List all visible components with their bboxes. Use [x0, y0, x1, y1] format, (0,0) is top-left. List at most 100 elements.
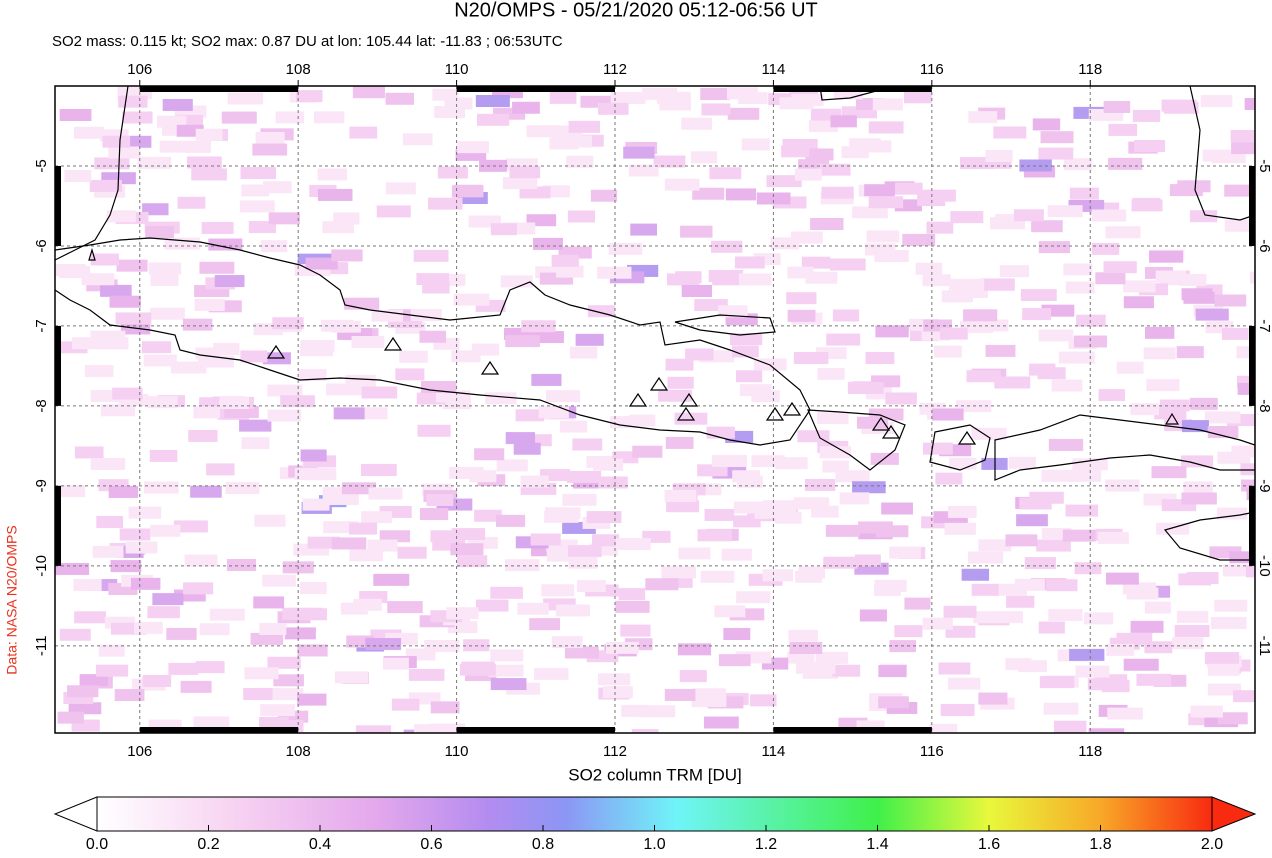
pixel — [697, 464, 728, 477]
x-tick-label-top: 106 — [127, 61, 152, 78]
pixel — [929, 723, 958, 733]
pixel — [922, 442, 953, 455]
colorbar-tick-label: 0.4 — [309, 836, 331, 853]
pixel — [177, 196, 206, 209]
pixel — [566, 470, 602, 483]
pixel — [299, 582, 327, 595]
pixel — [615, 538, 651, 551]
pixel — [874, 579, 907, 592]
pixel — [1105, 226, 1141, 239]
pixel — [1108, 123, 1138, 136]
pixel — [735, 370, 763, 383]
x-tick-label-bottom: 106 — [127, 743, 152, 760]
pixel — [985, 344, 1016, 357]
pixel — [1046, 579, 1078, 592]
pixel — [243, 687, 280, 700]
pixel — [1171, 732, 1201, 733]
y-tick-label-right: -9 — [1256, 479, 1272, 492]
pixel — [1043, 702, 1079, 715]
pixel — [355, 725, 392, 733]
pixel — [576, 580, 606, 593]
pixel — [904, 597, 931, 610]
pixel — [994, 376, 1031, 389]
frame-bar — [139, 86, 299, 92]
pixel — [96, 515, 123, 528]
pixel — [108, 485, 139, 498]
pixel — [1204, 411, 1241, 424]
pixel — [878, 696, 909, 709]
pixel — [664, 178, 700, 191]
pixel — [1038, 329, 1074, 342]
pixel — [572, 438, 603, 451]
pixel — [1022, 308, 1052, 321]
pixel — [674, 412, 708, 425]
colorbar-tick-label: 0.8 — [532, 836, 554, 853]
pixel — [830, 115, 857, 128]
pixel — [664, 688, 696, 701]
pixel — [331, 537, 367, 550]
pixel — [712, 273, 741, 286]
pixel — [59, 109, 92, 122]
pixel — [1176, 346, 1204, 359]
pixel — [474, 448, 505, 461]
pixel — [718, 305, 748, 318]
pixel — [615, 600, 650, 613]
pixel — [79, 674, 109, 687]
pixel — [943, 605, 977, 618]
pixel — [68, 702, 102, 715]
pixel — [100, 284, 132, 297]
coast-sumatra — [55, 86, 129, 261]
pixel — [1105, 572, 1139, 585]
pixel — [1069, 187, 1099, 200]
map-border — [54, 85, 1256, 734]
pixel — [73, 578, 102, 591]
pixel — [490, 678, 527, 691]
pixel — [191, 168, 227, 181]
pixel — [823, 556, 858, 569]
pixel — [623, 146, 655, 159]
pixel — [701, 103, 731, 116]
pixel — [739, 384, 772, 397]
pixel — [73, 126, 104, 139]
volcano — [1164, 412, 1180, 425]
pixel — [968, 551, 1004, 564]
pixel — [408, 668, 445, 681]
pixel — [1177, 180, 1211, 193]
pixel — [1134, 139, 1166, 152]
pixel — [661, 566, 696, 579]
pixel — [995, 611, 1023, 624]
pixel — [868, 121, 904, 134]
pixel — [239, 200, 275, 213]
y-tick-label-left: -10 — [33, 555, 50, 577]
x-tick-label-top: 118 — [1078, 61, 1102, 78]
pixel — [1069, 648, 1105, 661]
pixel — [305, 257, 338, 270]
pixel — [333, 407, 365, 420]
pixel — [490, 586, 523, 599]
pixel — [1048, 608, 1083, 621]
pixel — [351, 335, 385, 348]
colorbar-tick-label: 2.0 — [1201, 836, 1223, 853]
coast-bali — [807, 409, 906, 471]
pixel — [373, 573, 410, 586]
pixel — [180, 680, 212, 693]
pixel — [1095, 272, 1126, 285]
pixel — [723, 627, 751, 640]
pixel — [1016, 514, 1048, 527]
pixel — [915, 262, 943, 275]
pixel — [297, 644, 328, 657]
pixel — [1145, 326, 1175, 339]
pixel — [349, 126, 378, 139]
pixel — [119, 528, 151, 541]
pixel — [1190, 705, 1223, 718]
pixel — [1249, 271, 1255, 284]
pixel — [1074, 335, 1108, 348]
frame-bar — [456, 86, 615, 92]
pixel — [112, 387, 143, 400]
pixel — [368, 487, 403, 500]
pixel — [100, 404, 136, 417]
pixel — [1005, 658, 1032, 671]
pixel — [947, 505, 977, 518]
pixel — [711, 240, 743, 253]
pixel — [703, 716, 739, 729]
